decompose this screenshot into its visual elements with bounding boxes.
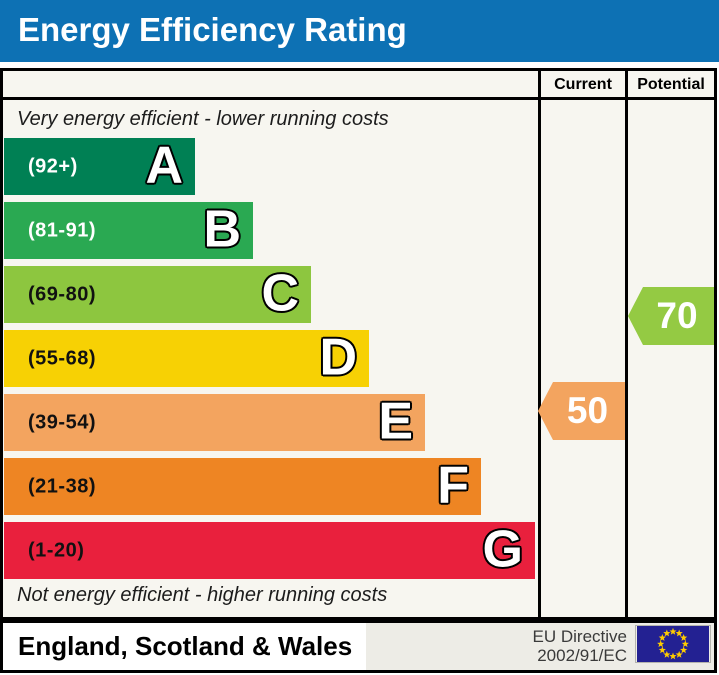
rating-table: Current Potential Very energy efficient …	[0, 68, 717, 620]
band-letter: F	[437, 455, 469, 514]
band-e: (39-54) E	[4, 394, 425, 451]
eu-directive-line2: 2002/91/EC	[537, 646, 627, 665]
band-letter: E	[378, 391, 413, 450]
footer: England, Scotland & Wales EU Directive 2…	[0, 620, 717, 673]
eu-directive-line1: EU Directive	[532, 627, 627, 646]
rating-bands: (92+) A (81-91) B (69-80) C (55-68) D (39-54) E (2…	[4, 138, 535, 586]
band-range-label: (21-38)	[28, 475, 96, 497]
potential-rating-value: 70	[656, 295, 698, 336]
bottom-note: Not energy efficient - higher running co…	[17, 584, 388, 606]
band-letter: A	[145, 135, 183, 194]
band-c: (69-80) C	[4, 266, 311, 323]
band-range-label: (1-20)	[28, 539, 85, 561]
page-title: Energy Efficiency Rating	[18, 11, 407, 48]
current-rating-arrow: 50	[538, 382, 625, 440]
band-d: (55-68) D	[4, 330, 369, 387]
current-column-divider	[538, 71, 541, 617]
eu-directive-label: EU Directive 2002/91/EC	[533, 627, 627, 665]
band-letter: D	[319, 327, 357, 386]
band-g: (1-20) G	[4, 522, 535, 579]
band-range-label: (39-54)	[28, 411, 96, 433]
eu-flag-icon	[635, 625, 711, 663]
band-range-label: (81-91)	[28, 219, 96, 241]
band-range-label: (92+)	[28, 155, 78, 177]
band-b: (81-91) B	[4, 202, 253, 259]
region-label: England, Scotland & Wales	[18, 631, 353, 661]
top-note: Very energy efficient - lower running co…	[17, 108, 389, 130]
band-letter: G	[482, 519, 523, 578]
column-header-current: Current	[554, 76, 612, 93]
current-rating-value: 50	[566, 390, 609, 431]
band-range-label: (55-68)	[28, 347, 96, 369]
header-divider	[3, 97, 714, 100]
band-f: (21-38) F	[4, 458, 481, 515]
potential-column-divider	[625, 71, 628, 617]
title-bar: Energy Efficiency Rating	[0, 0, 719, 62]
column-header-potential: Potential	[637, 76, 705, 93]
potential-rating-arrow: 70	[628, 287, 714, 345]
band-a: (92+) A	[4, 138, 195, 195]
band-letter: B	[203, 199, 241, 258]
band-range-label: (69-80)	[28, 283, 96, 305]
band-letter: C	[261, 263, 299, 322]
